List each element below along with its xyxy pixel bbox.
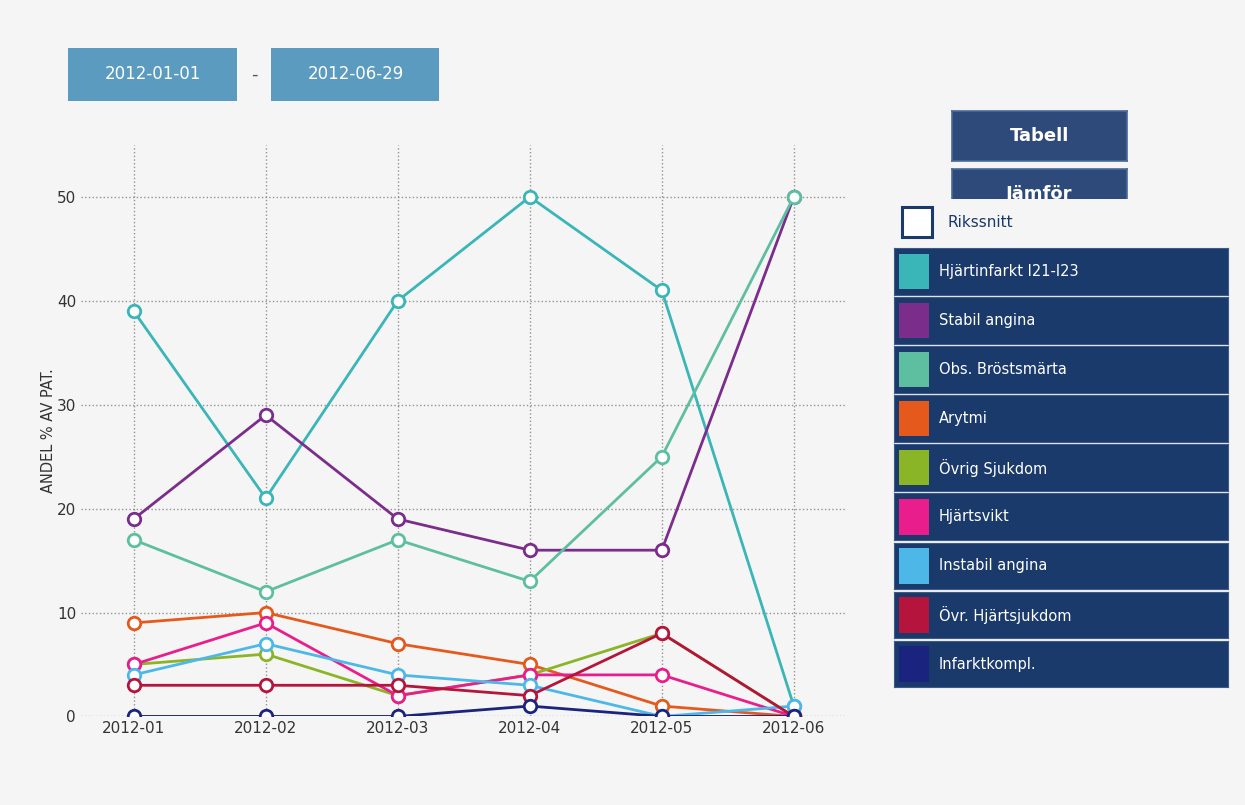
- Text: Hjärtinfarkt I21-I23: Hjärtinfarkt I21-I23: [939, 264, 1078, 279]
- Text: Instabil angina: Instabil angina: [939, 559, 1047, 573]
- Text: Obs. Bröstsmärta: Obs. Bröstsmärta: [939, 362, 1067, 377]
- Y-axis label: ANDEL % AV PAT.: ANDEL % AV PAT.: [41, 369, 56, 493]
- Text: Stabil angina: Stabil angina: [939, 313, 1036, 328]
- Text: 2012-06-29: 2012-06-29: [308, 65, 403, 84]
- Text: Övrig Sjukdom: Övrig Sjukdom: [939, 459, 1047, 477]
- Text: Infarktkompl.: Infarktkompl.: [939, 657, 1037, 671]
- Text: Övr. Hjärtsjukdom: Övr. Hjärtsjukdom: [939, 606, 1072, 624]
- FancyBboxPatch shape: [899, 254, 929, 289]
- FancyBboxPatch shape: [899, 499, 929, 535]
- Text: Hjärtsvikt: Hjärtsvikt: [939, 510, 1010, 524]
- FancyBboxPatch shape: [899, 450, 929, 485]
- Text: Rikssnitt: Rikssnitt: [947, 215, 1013, 229]
- FancyBboxPatch shape: [899, 303, 929, 338]
- Text: 2012-01-01: 2012-01-01: [105, 65, 200, 84]
- Text: -: -: [250, 65, 258, 84]
- FancyBboxPatch shape: [899, 352, 929, 387]
- FancyBboxPatch shape: [899, 646, 929, 682]
- Text: Arytmi: Arytmi: [939, 411, 987, 426]
- FancyBboxPatch shape: [899, 401, 929, 436]
- FancyBboxPatch shape: [899, 548, 929, 584]
- Text: Jämför: Jämför: [1006, 185, 1073, 203]
- FancyBboxPatch shape: [903, 207, 933, 237]
- FancyBboxPatch shape: [899, 597, 929, 633]
- Text: Tabell: Tabell: [1010, 127, 1069, 145]
